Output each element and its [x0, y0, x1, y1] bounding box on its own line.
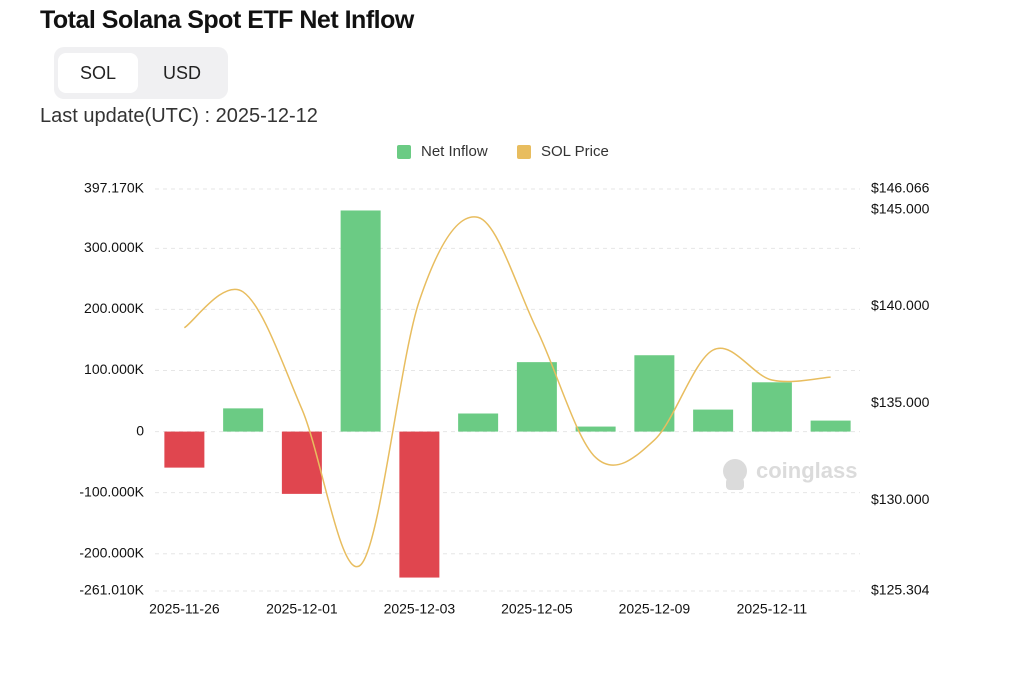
x-tick-label: 2025-12-03	[384, 601, 456, 617]
y2-tick-label: $145.000	[871, 200, 930, 216]
price-line	[183, 216, 831, 568]
y-tick-label: 100.000K	[84, 361, 145, 377]
y-tick-label: 200.000K	[84, 300, 145, 316]
x-tick-label: 2025-12-09	[619, 601, 691, 617]
y2-tick-label: $125.304	[871, 582, 930, 598]
legend-swatch	[397, 145, 411, 159]
y-tick-label: -100.000K	[79, 483, 144, 499]
y-tick-label: 397.170K	[84, 180, 145, 196]
y-tick-label: 0	[136, 422, 144, 438]
unit-toggle: SOL USD	[54, 47, 228, 99]
x-tick-label: 2025-12-05	[501, 601, 573, 617]
page-title: Total Solana Spot ETF Net Inflow	[40, 6, 414, 34]
watermark: coinglass	[723, 458, 857, 490]
y-tick-label: 300.000K	[84, 239, 145, 255]
bar	[223, 408, 264, 432]
watermark-text: coinglass	[756, 458, 857, 483]
bar	[281, 431, 322, 494]
bar	[751, 382, 792, 432]
y2-tick-label: $130.000	[871, 491, 930, 507]
toggle-sol[interactable]: SOL	[58, 53, 138, 93]
y-tick-label: -200.000K	[79, 544, 144, 560]
y2-tick-label: $140.000	[871, 297, 930, 313]
last-update: Last update(UTC) : 2025-12-12	[40, 105, 318, 127]
bar	[516, 362, 557, 432]
bar	[634, 355, 675, 432]
x-tick-label: 2025-12-11	[737, 601, 808, 617]
bar	[399, 431, 440, 578]
y2-tick-label: $146.066	[871, 180, 930, 196]
legend-label: SOL Price	[541, 143, 609, 160]
bar	[810, 420, 851, 432]
x-tick-label: 2025-11-26	[149, 601, 220, 617]
bar	[693, 409, 734, 432]
bar	[458, 413, 499, 432]
y2-tick-label: $135.000	[871, 394, 930, 410]
bar	[575, 426, 616, 432]
bar	[340, 210, 381, 432]
y-tick-label: -261.010K	[79, 582, 144, 598]
x-tick-label: 2025-12-01	[266, 601, 338, 617]
legend-label: Net Inflow	[421, 143, 488, 160]
toggle-usd[interactable]: USD	[162, 63, 201, 83]
bar	[164, 431, 205, 468]
legend-swatch	[517, 145, 531, 159]
